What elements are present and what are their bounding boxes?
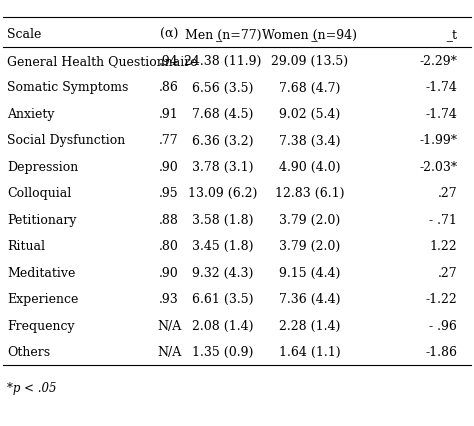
Text: (α): (α): [160, 28, 178, 41]
Text: Others: Others: [8, 346, 51, 360]
Text: 6.61 (3.5): 6.61 (3.5): [192, 294, 254, 306]
Text: 4.90 (4.0): 4.90 (4.0): [279, 161, 340, 174]
Text: -2.29*: -2.29*: [419, 55, 457, 68]
Text: -1.99*: -1.99*: [419, 135, 457, 147]
Text: 6.56 (3.5): 6.56 (3.5): [192, 81, 254, 95]
Text: 7.36 (4.4): 7.36 (4.4): [279, 294, 340, 306]
Text: 9.02 (5.4): 9.02 (5.4): [279, 108, 340, 121]
Text: General Health Questionnaire: General Health Questionnaire: [8, 55, 198, 68]
Text: .88: .88: [159, 214, 179, 227]
Text: 9.32 (4.3): 9.32 (4.3): [192, 267, 254, 280]
Text: 13.09 (6.2): 13.09 (6.2): [188, 187, 258, 200]
Text: .94: .94: [159, 55, 179, 68]
Text: 7.38 (3.4): 7.38 (3.4): [279, 135, 340, 147]
Text: 3.78 (3.1): 3.78 (3.1): [192, 161, 254, 174]
Text: 2.28 (1.4): 2.28 (1.4): [279, 320, 340, 333]
Text: 12.83 (6.1): 12.83 (6.1): [275, 187, 344, 200]
Text: 6.36 (3.2): 6.36 (3.2): [192, 135, 254, 147]
Text: 3.58 (1.8): 3.58 (1.8): [192, 214, 254, 227]
Text: Petitionary: Petitionary: [8, 214, 77, 227]
Text: Frequency: Frequency: [8, 320, 75, 333]
Text: .86: .86: [159, 81, 179, 95]
Text: Colloquial: Colloquial: [8, 187, 72, 200]
Text: .27: .27: [438, 267, 457, 280]
Text: 3.45 (1.8): 3.45 (1.8): [192, 240, 254, 253]
Text: -1.74: -1.74: [425, 108, 457, 121]
Text: Anxiety: Anxiety: [8, 108, 55, 121]
Text: .95: .95: [159, 187, 179, 200]
Text: Social Dysfunction: Social Dysfunction: [8, 135, 126, 147]
Text: Meditative: Meditative: [8, 267, 76, 280]
Text: N/A: N/A: [157, 346, 181, 360]
Text: Experience: Experience: [8, 294, 79, 306]
Text: -1.22: -1.22: [426, 294, 457, 306]
Text: 9.15 (4.4): 9.15 (4.4): [279, 267, 340, 280]
Text: 1.64 (1.1): 1.64 (1.1): [279, 346, 340, 360]
Text: Women (̲n=94): Women (̲n=94): [262, 28, 357, 41]
Text: 24.38 (11.9): 24.38 (11.9): [184, 55, 262, 68]
Text: 7.68 (4.7): 7.68 (4.7): [279, 81, 340, 95]
Text: 3.79 (2.0): 3.79 (2.0): [279, 214, 340, 227]
Text: .90: .90: [159, 161, 179, 174]
Text: *p < .05: *p < .05: [8, 382, 57, 395]
Text: .93: .93: [159, 294, 179, 306]
Text: Scale: Scale: [8, 28, 42, 41]
Text: 3.79 (2.0): 3.79 (2.0): [279, 240, 340, 253]
Text: Depression: Depression: [8, 161, 79, 174]
Text: 29.09 (13.5): 29.09 (13.5): [271, 55, 348, 68]
Text: .27: .27: [438, 187, 457, 200]
Text: -1.86: -1.86: [425, 346, 457, 360]
Text: 1.35 (0.9): 1.35 (0.9): [192, 346, 254, 360]
Text: 1.22: 1.22: [429, 240, 457, 253]
Text: Men (̲n=77): Men (̲n=77): [185, 28, 261, 41]
Text: Somatic Symptoms: Somatic Symptoms: [8, 81, 129, 95]
Text: .77: .77: [159, 135, 179, 147]
Text: -2.03*: -2.03*: [419, 161, 457, 174]
Text: .80: .80: [159, 240, 179, 253]
Text: - .96: - .96: [429, 320, 457, 333]
Text: N/A: N/A: [157, 320, 181, 333]
Text: 7.68 (4.5): 7.68 (4.5): [192, 108, 254, 121]
Text: .90: .90: [159, 267, 179, 280]
Text: ̲t: ̲t: [452, 28, 457, 41]
Text: 2.08 (1.4): 2.08 (1.4): [192, 320, 254, 333]
Text: .91: .91: [159, 108, 179, 121]
Text: -1.74: -1.74: [425, 81, 457, 95]
Text: - .71: - .71: [429, 214, 457, 227]
Text: Ritual: Ritual: [8, 240, 46, 253]
